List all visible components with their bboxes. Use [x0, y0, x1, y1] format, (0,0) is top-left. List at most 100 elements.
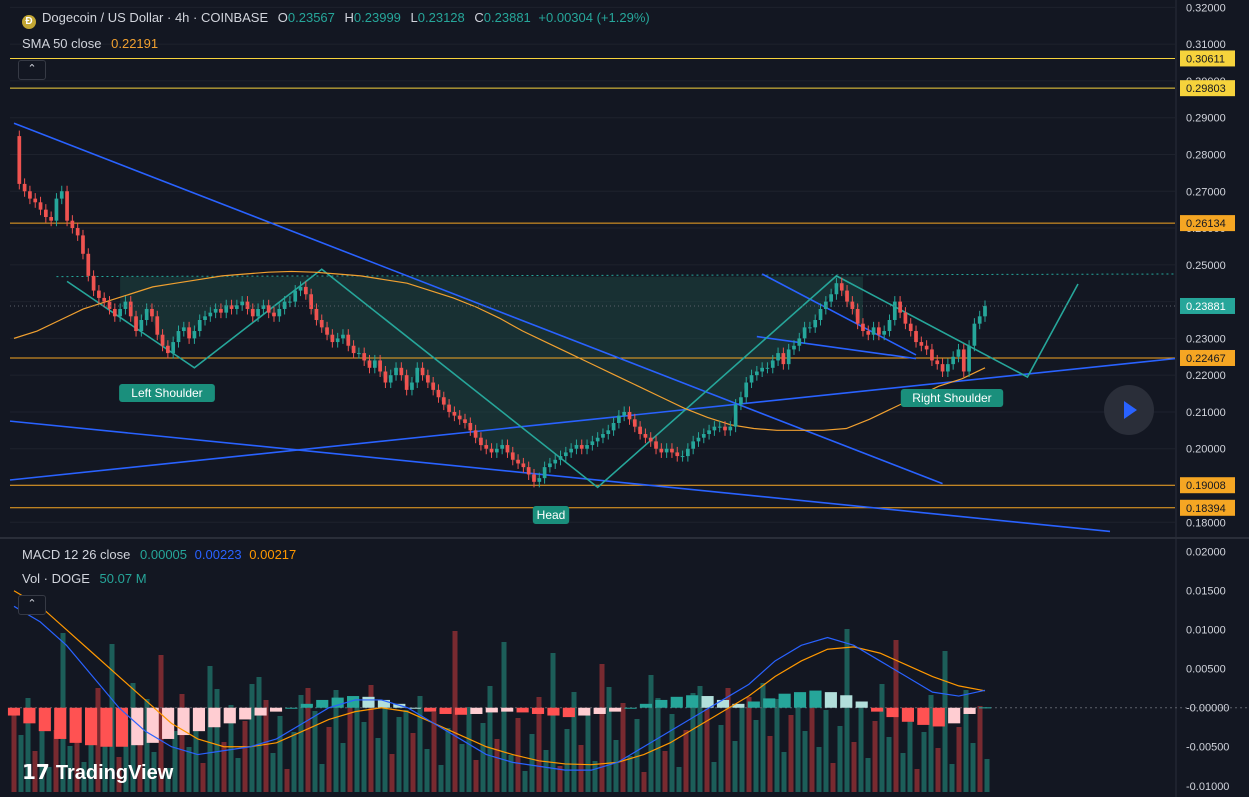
candle-body [107, 301, 112, 309]
volume-bar [900, 753, 906, 792]
candle-body [648, 437, 653, 442]
candle-body [197, 319, 202, 332]
volume-bar [270, 753, 276, 792]
candle-body [622, 411, 627, 416]
volume-bar [837, 726, 843, 792]
candle-body [160, 334, 165, 346]
candle-body [558, 456, 563, 460]
volume-bar [858, 705, 864, 792]
macd-histogram-bar [485, 707, 498, 713]
volume-bar [158, 655, 164, 792]
candle-body [341, 334, 345, 339]
volume-bar [865, 758, 871, 792]
candle-body [38, 202, 43, 210]
volume-bar [557, 766, 563, 792]
candle-body [91, 275, 96, 291]
volume-bar [116, 757, 122, 792]
volume-bar [221, 742, 227, 792]
collapse-legend-button[interactable]: ⌃ [18, 60, 46, 80]
volume-label: Vol · DOGE [22, 571, 90, 586]
sma-50-line [13, 270, 986, 431]
macd-histogram-bar [300, 703, 313, 708]
candle-body [770, 360, 775, 368]
volume-bar [739, 704, 745, 792]
candle-body [81, 235, 85, 254]
volume-bar [683, 730, 689, 792]
volume-bar [424, 749, 430, 792]
candle-body [728, 426, 733, 431]
candle-body [632, 419, 637, 427]
level-tag-bg [1180, 477, 1235, 494]
high-value: 0.23999 [353, 10, 401, 25]
candle-body [563, 452, 568, 457]
tradingview-icon: 17 [22, 760, 50, 784]
candle-body [701, 434, 706, 438]
candle-body [314, 308, 319, 320]
price-tick-label: 0.29000 [1186, 113, 1226, 125]
tradingview-logo[interactable]: 17 TradingView [22, 760, 173, 785]
candle-body [383, 371, 388, 383]
volume-bar [172, 731, 178, 792]
symbol-title[interactable]: Dogecoin / US Dollar · 4h · COINBASE [42, 10, 269, 25]
candle-body [537, 478, 542, 482]
trend-line [9, 357, 1176, 481]
macd-histogram-bar [593, 707, 606, 714]
macd-histogram-bar [269, 707, 283, 712]
candle-body [818, 308, 823, 320]
volume-bar [823, 710, 829, 792]
candle-body [951, 356, 956, 365]
volume-bar [95, 688, 101, 792]
macd-histogram-bar [701, 696, 714, 708]
volume-bar [487, 686, 493, 792]
candle-body [606, 430, 611, 435]
macd-histogram-bar [84, 707, 98, 746]
volume-bar [767, 736, 773, 792]
macd-tick-label: 0.00500 [1186, 664, 1226, 676]
candle-body [17, 136, 22, 184]
volume-bar [480, 723, 486, 792]
candle-body [696, 437, 701, 442]
sma-legend[interactable]: SMA 50 close 0.22191 [22, 36, 158, 51]
candle-body [272, 312, 276, 317]
macd-legend[interactable]: MACD 12 26 close 0.00005 0.00223 0.00217 [22, 547, 296, 562]
candle-body [309, 294, 313, 309]
candle-body [664, 448, 669, 453]
candle-body [479, 437, 483, 446]
volume-bar [781, 752, 787, 792]
replay-play-button[interactable] [1104, 385, 1154, 435]
candle-body [293, 290, 298, 302]
candle-body [834, 283, 839, 295]
volume-bar [466, 707, 472, 792]
macd-tick-label: 0.02000 [1186, 547, 1226, 559]
left-shoulder-label-bg [119, 384, 215, 402]
volume-bar [144, 699, 150, 792]
volume-bar [522, 771, 528, 792]
volume-bar [81, 762, 87, 792]
candle-body [473, 430, 478, 438]
candle-body [166, 345, 170, 354]
change-value: +0.00304 (+1.29%) [538, 10, 650, 25]
volume-legend[interactable]: Vol · DOGE 50.07 M [22, 571, 147, 586]
volume-bar [256, 677, 262, 792]
candle-body [792, 345, 796, 350]
candle-body [972, 323, 977, 346]
price-tick-label: 0.18000 [1186, 517, 1226, 529]
collapse-indicator-button[interactable]: ⌃ [18, 595, 46, 615]
candle-body [866, 331, 871, 335]
volume-bar [634, 719, 640, 792]
level-tag-bg [1180, 499, 1235, 516]
close-value: 0.23881 [483, 10, 531, 25]
volume-bar [431, 712, 437, 792]
candle-body [112, 308, 117, 317]
right-shoulder-label: Right Shoulder [912, 391, 991, 405]
macd-line [13, 605, 986, 771]
candle-body [940, 364, 945, 372]
macd-histogram-bar [131, 707, 144, 746]
volume-bar [417, 696, 423, 792]
price-tick-label: 0.25000 [1186, 260, 1226, 272]
trend-line [761, 273, 917, 356]
candle-body [654, 441, 658, 449]
candle-body [399, 367, 404, 376]
macd-histogram-bar [639, 703, 652, 708]
